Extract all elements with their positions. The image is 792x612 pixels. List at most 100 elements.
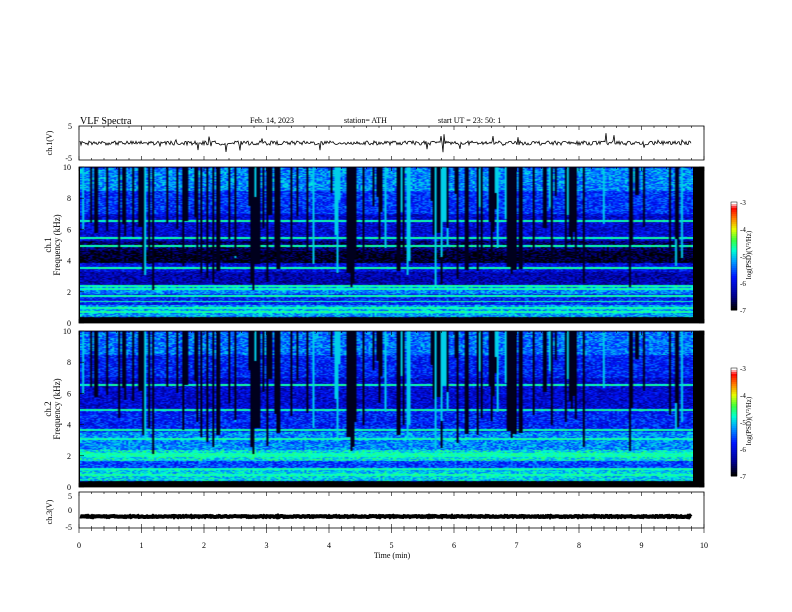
colorbar-tick-label: -3: [740, 365, 746, 373]
colorbar-tick-label: -6: [740, 280, 746, 288]
colorbar-segment: [731, 280, 737, 283]
ch1-spectrogram-image: [80, 167, 693, 322]
time-tick-label: 5: [390, 541, 394, 550]
colorbar-tick-label: -7: [740, 473, 746, 481]
colorbar-segment: [731, 262, 737, 265]
colorbar-segment: [731, 276, 737, 279]
spectrogram-ytick-label: 2: [67, 288, 71, 297]
time-axis: 0 1 2 3 4 5 6 7 8 9 10: [77, 126, 708, 550]
colorbar-segment: [731, 458, 737, 461]
colorbar-segment: [731, 378, 737, 381]
ch1-waveform-panel: 5 -5 ch.1(V): [45, 122, 705, 163]
spectrogram-ytick-label: 10: [63, 163, 71, 172]
ch2-spectrogram-image: [80, 331, 693, 486]
colorbar-frame: [730, 201, 738, 311]
colorbar-segment: [731, 410, 737, 413]
ch1-colorbar-label: log(PSD)(V²/Hz): [745, 230, 753, 279]
colorbar-segment: [731, 422, 737, 425]
colorbar-segment: [731, 376, 737, 379]
ch1-channel-label: ch.1: [43, 237, 53, 252]
colorbar-segment: [731, 230, 737, 233]
spectrogram-ytick-label: 0: [67, 483, 71, 492]
colorbar-segment: [731, 434, 737, 437]
ch2-colorbar-label: log(PSD)(V²/Hz): [745, 396, 753, 445]
colorbar-tick-label: -7: [740, 307, 746, 315]
colorbar-segment: [731, 388, 737, 391]
colorbar-segment: [731, 212, 737, 215]
colorbar-segment: [731, 268, 737, 271]
ch1-frequency-ylabel: Frequency (kHz): [52, 214, 62, 275]
colorbar-segment: [731, 406, 737, 409]
colorbar-segment: [731, 446, 737, 449]
colorbar-segment: [731, 284, 737, 287]
colorbar-segment: [731, 370, 737, 373]
colorbar-segment: [731, 390, 737, 393]
colorbar-segment: [731, 258, 737, 261]
colorbar-segment: [731, 464, 737, 467]
colorbar-segment: [731, 232, 737, 235]
colorbar-segment: [731, 424, 737, 427]
colorbar-segment: [731, 286, 737, 289]
time-tick-label: 2: [202, 541, 206, 550]
colorbar-segment: [731, 218, 737, 221]
colorbar-segment: [731, 306, 737, 309]
colorbar-segment: [731, 296, 737, 299]
colorbar-segment: [731, 254, 737, 257]
colorbar-segment: [731, 380, 737, 383]
colorbar-segment: [731, 210, 737, 213]
ch2-frequency-ylabel: Frequency (kHz): [52, 378, 62, 439]
time-tick-label: 4: [327, 541, 331, 550]
colorbar-segment: [731, 444, 737, 447]
colorbar-segment: [731, 400, 737, 403]
colorbar-tick-label: -5: [740, 253, 746, 261]
colorbar-segment: [731, 300, 737, 303]
date-label: Feb. 14, 2023: [250, 116, 294, 125]
station-label: station= ATH: [344, 116, 387, 125]
colorbar-segment: [731, 266, 737, 269]
ch3-waveform-line: [79, 513, 693, 520]
ch2-channel-label: ch.2: [43, 401, 53, 416]
spectrogram-ytick-label: 6: [67, 389, 71, 398]
time-tick-label: 10: [700, 541, 708, 550]
colorbar-segment: [731, 244, 737, 247]
ch1-ytick-top: 5: [68, 122, 72, 131]
colorbar-segment: [731, 420, 737, 423]
spectrogram-ytick-label: 10: [63, 327, 71, 336]
colorbar-segment: [731, 228, 737, 231]
colorbar-segment: [731, 220, 737, 223]
colorbar-segment: [731, 426, 737, 429]
colorbar-segment: [731, 250, 737, 253]
time-tick-label: 6: [452, 541, 456, 550]
colorbar-segment: [731, 270, 737, 273]
colorbar-segment: [731, 242, 737, 245]
ch3-waveform-frame: [78, 491, 705, 529]
colorbar-tick-label: -4: [740, 392, 746, 400]
spectrogram-ytick-label: 8: [67, 358, 71, 367]
ch1-waveform-line: [79, 133, 692, 153]
ch3-ytick-bottom: -5: [65, 523, 72, 532]
ch1-ytick-bottom: -5: [65, 154, 72, 163]
time-axis-label: Time (min): [374, 551, 411, 560]
spectrogram-ytick-label: 0: [67, 319, 71, 328]
colorbar-segment: [731, 202, 737, 205]
time-tick-label: 1: [140, 541, 144, 550]
colorbar-segment: [731, 382, 737, 385]
spectrogram-ytick-label: 4: [67, 257, 71, 266]
colorbar-segment: [731, 236, 737, 239]
colorbar-segment: [731, 294, 737, 297]
colorbar-tick-label: -5: [740, 419, 746, 427]
colorbar-segment: [731, 456, 737, 459]
time-tick-label: 3: [265, 541, 269, 550]
colorbar-segment: [731, 386, 737, 389]
colorbar-segment: [731, 246, 737, 249]
colorbar-segment: [731, 238, 737, 241]
colorbar-segment: [731, 368, 737, 371]
ch2-spectrogram-yticks: 0 2 4 6 8 10: [63, 327, 704, 492]
colorbar-tick-label: -4: [740, 226, 746, 234]
colorbar-segment: [731, 204, 737, 207]
time-tick-label: 0: [77, 541, 81, 550]
colorbar-segment: [731, 304, 737, 307]
spectrogram-ytick-label: 2: [67, 452, 71, 461]
